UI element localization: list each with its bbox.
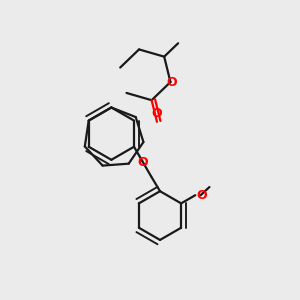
Text: O: O bbox=[152, 107, 162, 120]
Text: O: O bbox=[196, 189, 207, 202]
Text: O: O bbox=[138, 156, 148, 169]
Text: O: O bbox=[167, 76, 177, 88]
